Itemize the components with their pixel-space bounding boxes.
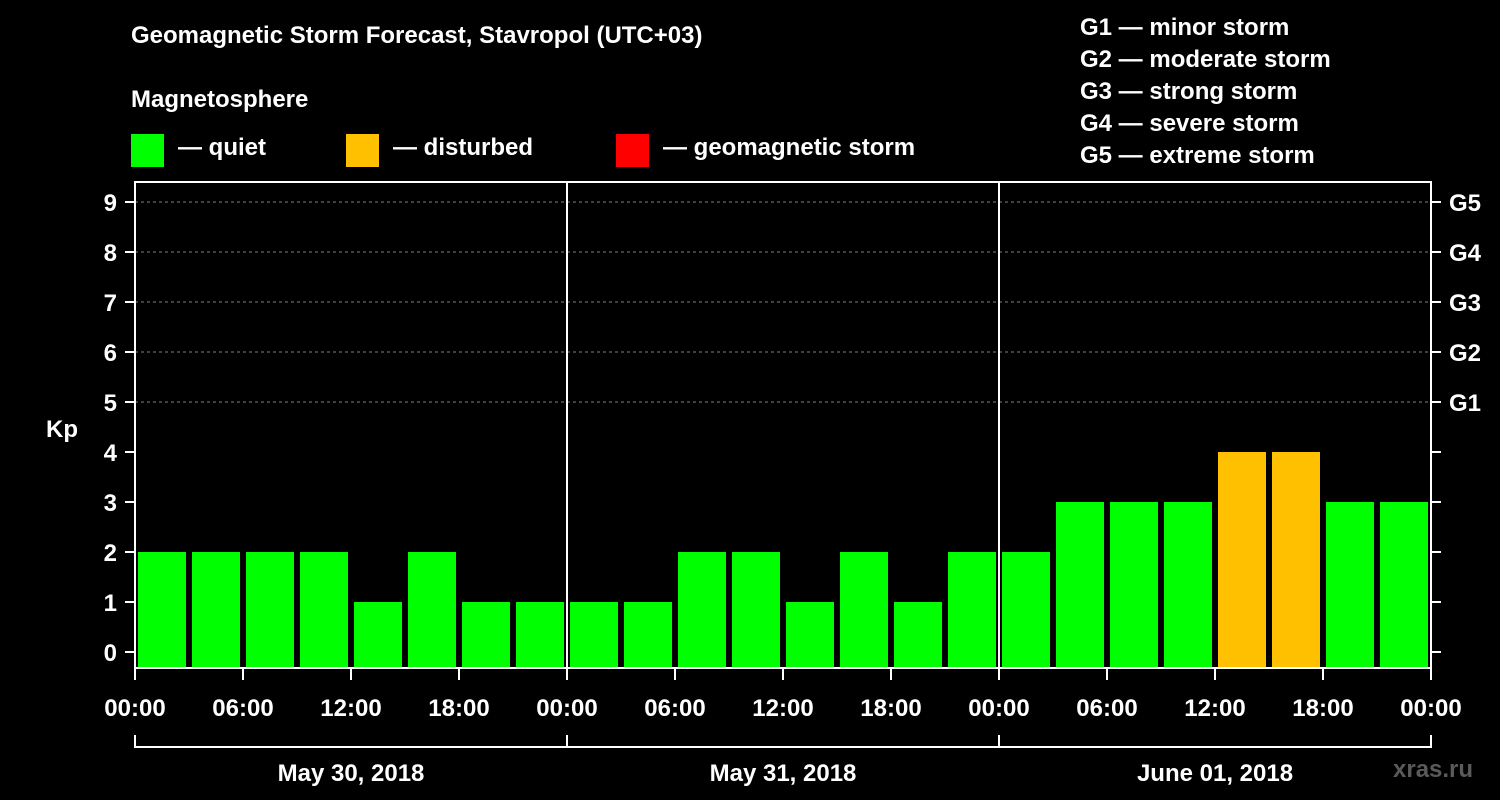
kp-bar — [246, 552, 294, 668]
axis-labels: 0 1 2 3 4 5 6 7 8 9 G1 G2 G3 G4 G5 Kp 00:00 06:00 12:00 18:… — [46, 190, 1482, 787]
x-tick-label: 18:00 — [428, 695, 489, 722]
day-label: June 01, 2018 — [1137, 760, 1293, 787]
kp-bar — [948, 552, 996, 668]
kp-bar — [1326, 502, 1374, 668]
x-tick-label: 00:00 — [536, 695, 597, 722]
legend-label-storm: — geomagnetic storm — [663, 134, 916, 161]
x-tick-label: 18:00 — [860, 695, 921, 722]
kp-bar — [678, 552, 726, 668]
kp-bar — [732, 552, 780, 668]
x-tick-label: 12:00 — [320, 695, 381, 722]
storm-scale-g5: G5 — extreme storm — [1080, 142, 1315, 169]
kp-bar — [354, 602, 402, 668]
y-tick-label: 7 — [104, 290, 117, 317]
legend-swatch-storm — [616, 134, 649, 167]
x-tick-label: 00:00 — [968, 695, 1029, 722]
y-tick-label: 9 — [104, 190, 117, 217]
plot-frame — [125, 181, 1441, 748]
kp-bar — [786, 602, 834, 668]
x-tick-label: 06:00 — [644, 695, 705, 722]
kp-bar — [1272, 452, 1320, 668]
g-level-label: G3 — [1449, 290, 1481, 317]
legend-subtitle: Magnetosphere — [131, 86, 309, 113]
x-tick-label: 12:00 — [752, 695, 813, 722]
kp-bar — [1056, 502, 1104, 668]
x-tick-label: 00:00 — [1400, 695, 1461, 722]
grid-lines — [135, 201, 1431, 403]
x-tick-label: 00:00 — [104, 695, 165, 722]
storm-scale-g1: G1 — minor storm — [1080, 14, 1290, 41]
kp-bar — [192, 552, 240, 668]
kp-bar — [408, 552, 456, 668]
kp-bar — [1002, 552, 1050, 668]
kp-bar — [840, 552, 888, 668]
x-tick-label: 18:00 — [1292, 695, 1353, 722]
legend-swatch-quiet — [131, 134, 164, 167]
y-tick-label: 5 — [104, 390, 117, 417]
y-tick-label: 2 — [104, 540, 117, 567]
g-level-label: G1 — [1449, 390, 1481, 417]
kp-bar — [462, 602, 510, 668]
storm-scale-g4: G4 — severe storm — [1080, 110, 1299, 137]
x-tick-label: 06:00 — [1076, 695, 1137, 722]
watermark: xras.ru — [1393, 756, 1474, 783]
chart-title: Geomagnetic Storm Forecast, Stavropol (U… — [131, 22, 703, 49]
kp-bar — [1110, 502, 1158, 668]
kp-bar — [138, 552, 186, 668]
bars — [138, 452, 1428, 668]
kp-bar — [570, 602, 618, 668]
kp-bar — [894, 602, 942, 668]
y-axis-title: Kp — [46, 416, 78, 443]
y-tick-label: 4 — [104, 440, 118, 467]
legend-label-disturbed: — disturbed — [393, 134, 534, 161]
y-tick-label: 6 — [104, 340, 117, 367]
y-tick-label: 8 — [104, 240, 117, 267]
g-level-label: G5 — [1449, 190, 1481, 217]
y-tick-label: 0 — [104, 640, 117, 667]
day-label: May 31, 2018 — [710, 760, 857, 787]
legend-swatch-disturbed — [346, 134, 379, 167]
storm-scale-g3: G3 — strong storm — [1080, 78, 1298, 105]
g-level-label: G4 — [1449, 240, 1482, 267]
kp-bar — [516, 602, 564, 668]
g-level-label: G2 — [1449, 340, 1481, 367]
storm-scale-g2: G2 — moderate storm — [1080, 46, 1331, 73]
x-tick-label: 12:00 — [1184, 695, 1245, 722]
kp-bar — [300, 552, 348, 668]
kp-bar — [1218, 452, 1266, 668]
kp-bar — [1380, 502, 1428, 668]
y-tick-label: 1 — [104, 590, 117, 617]
legend-label-quiet: — quiet — [178, 134, 266, 161]
kp-bar — [1164, 502, 1212, 668]
x-tick-label: 06:00 — [212, 695, 273, 722]
kp-bar — [624, 602, 672, 668]
day-label: May 30, 2018 — [278, 760, 425, 787]
y-tick-label: 3 — [104, 490, 117, 517]
